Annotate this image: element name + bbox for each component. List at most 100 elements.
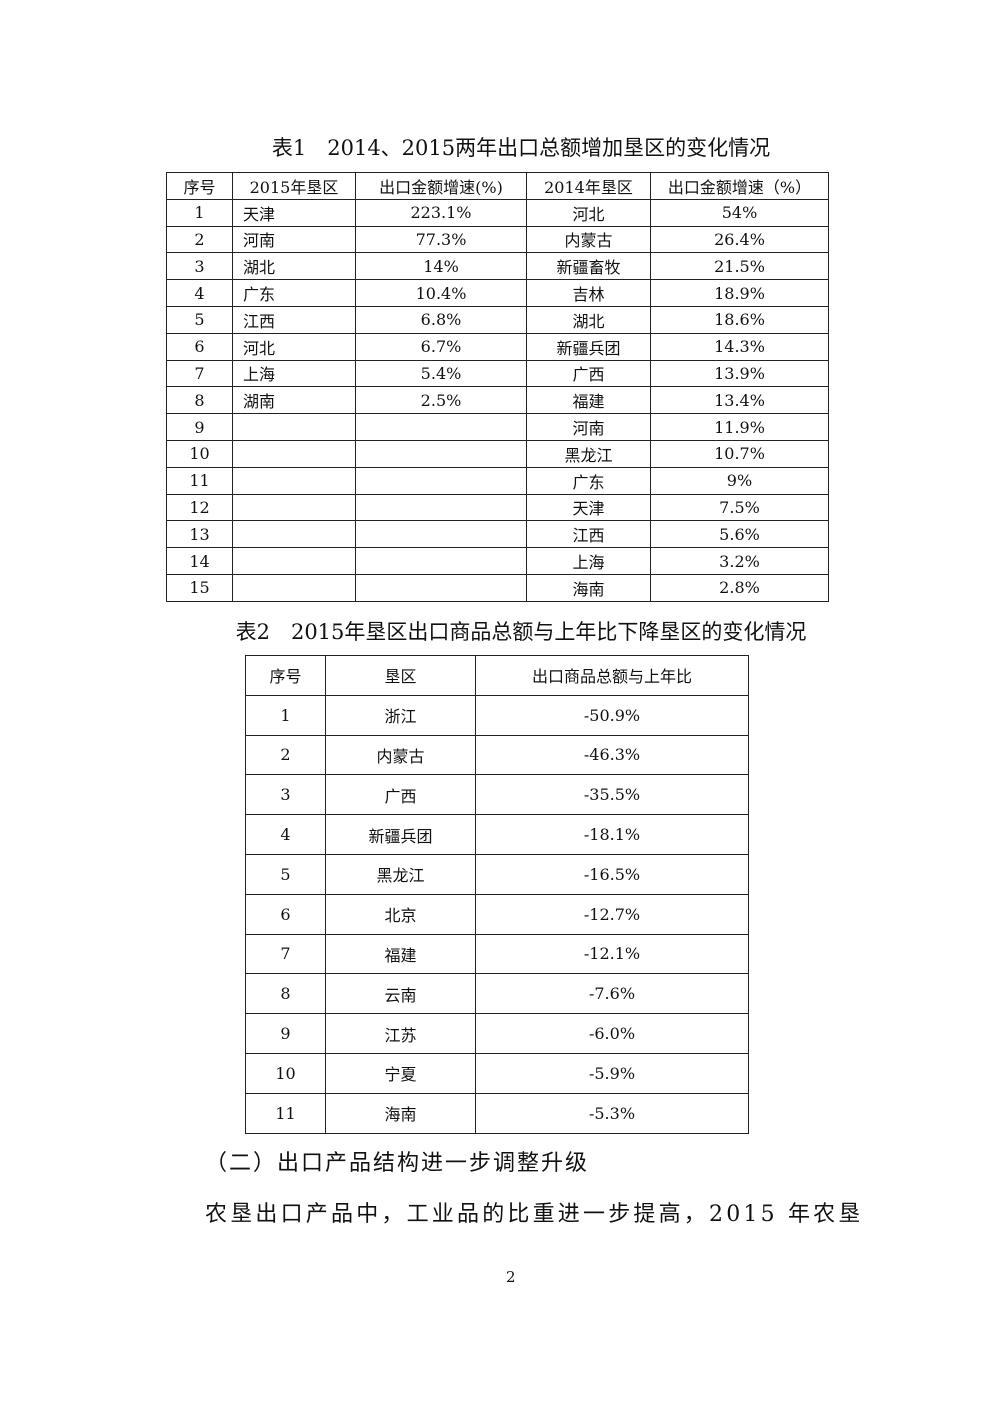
table1-title: 表1 2014、2015两年出口总额增加垦区的变化情况 — [271, 136, 771, 160]
table-cell: 5 — [166, 305, 233, 334]
table-cell — [355, 547, 527, 575]
table-row: 10 黑龙江 10.7% — [166, 439, 829, 468]
table-cell: 湖北 — [526, 305, 651, 334]
table-cell: 河北 — [232, 332, 356, 361]
section-heading: （二）出口产品结构进一步调整升级 — [205, 1151, 590, 1176]
table-cell: 26.4% — [650, 225, 829, 254]
table-row: 9 江苏 -6.0% — [245, 1013, 749, 1054]
column-header: 序号 — [166, 172, 233, 200]
table-cell — [355, 413, 527, 441]
table-cell: 10 — [245, 1052, 326, 1094]
table-cell: 江苏 — [325, 1013, 476, 1054]
table-row: 8 云南 -7.6% — [245, 973, 749, 1015]
table1: 序号 2015年垦区 出口金额增速(%) 2014年垦区 出口金额增速（%） 1 天津 223… — [166, 172, 829, 602]
table-row: 1 天津 223.1% 河北 54% — [166, 198, 829, 227]
table-row: 2 内蒙古 -46.3% — [245, 734, 749, 776]
table-row: 1 浙江 -50.9% — [245, 694, 749, 736]
table-cell: 5.6% — [650, 520, 829, 549]
table-cell: 江西 — [232, 305, 356, 334]
table-cell: 福建 — [526, 386, 651, 415]
table-cell: 3 — [245, 774, 326, 816]
table-cell: 6.8% — [355, 305, 527, 334]
table-cell: 宁夏 — [325, 1052, 476, 1094]
table-cell: 江西 — [526, 520, 651, 549]
table-cell: -7.6% — [475, 973, 749, 1015]
table-cell: -35.5% — [475, 774, 749, 816]
table-cell: 11 — [166, 466, 233, 495]
table-cell: 14 — [166, 547, 233, 575]
table-cell: 广西 — [526, 359, 651, 388]
table-cell: 河北 — [526, 198, 651, 227]
table-cell: 河南 — [526, 413, 651, 441]
table-cell: 9 — [166, 413, 233, 441]
table-cell — [232, 573, 356, 602]
table-cell: 7 — [245, 933, 326, 975]
table-cell: 内蒙古 — [526, 225, 651, 254]
table-cell: 云南 — [325, 973, 476, 1015]
table-cell: 新疆兵团 — [325, 814, 476, 855]
table-cell — [355, 493, 527, 522]
table-cell: 5.4% — [355, 359, 527, 388]
table-cell: 河南 — [232, 225, 356, 254]
table-cell: 11 — [245, 1092, 326, 1134]
table-row: 4 广东 10.4% 吉林 18.9% — [166, 279, 829, 307]
table-cell: 77.3% — [355, 225, 527, 254]
table-cell: 广西 — [325, 774, 476, 816]
column-header: 出口金额增速(%) — [355, 172, 527, 200]
column-header: 出口商品总额与上年比 — [475, 655, 749, 696]
table-cell: 13 — [166, 520, 233, 549]
table-cell: 3 — [166, 252, 233, 281]
table-cell: 2 — [166, 225, 233, 254]
table-row: 3 广西 -35.5% — [245, 774, 749, 816]
table-cell: -6.0% — [475, 1013, 749, 1054]
table-cell — [232, 520, 356, 549]
table-cell: 6 — [166, 332, 233, 361]
table-cell: 天津 — [232, 198, 356, 227]
table-cell: 13.4% — [650, 386, 829, 415]
table-cell: 10.4% — [355, 279, 527, 307]
table-cell: 223.1% — [355, 198, 527, 227]
table-cell: 13.9% — [650, 359, 829, 388]
table-cell: 新疆畜牧 — [526, 252, 651, 281]
table-row: 15 海南 2.8% — [166, 573, 829, 602]
column-header: 2015年垦区 — [232, 172, 356, 200]
table-cell: 2.8% — [650, 573, 829, 602]
table-cell — [355, 520, 527, 549]
table-cell: -50.9% — [475, 694, 749, 736]
table-cell — [232, 493, 356, 522]
table-cell: 1 — [166, 198, 233, 227]
table-cell: 湖北 — [232, 252, 356, 281]
table-row: 14 上海 3.2% — [166, 547, 829, 575]
table-cell: 湖南 — [232, 386, 356, 415]
table-cell: 上海 — [232, 359, 356, 388]
table-cell: 9 — [245, 1013, 326, 1054]
header-row: 序号 垦区 出口商品总额与上年比 — [245, 655, 749, 696]
table-cell — [232, 547, 356, 575]
table-cell: 广东 — [232, 279, 356, 307]
table-cell: 2 — [245, 734, 326, 776]
table-cell: 广东 — [526, 466, 651, 495]
table-cell: 6 — [245, 893, 326, 935]
table-cell: 7.5% — [650, 493, 829, 522]
table-cell: 10 — [166, 439, 233, 468]
table-row: 5 黑龙江 -16.5% — [245, 853, 749, 895]
table-cell: 3.2% — [650, 547, 829, 575]
table-cell: -46.3% — [475, 734, 749, 776]
table-cell: 吉林 — [526, 279, 651, 307]
page-number: 2 — [506, 1268, 516, 1286]
table-cell: 14% — [355, 252, 527, 281]
table-cell — [355, 573, 527, 602]
table-row: 6 北京 -12.7% — [245, 893, 749, 935]
table-cell: 北京 — [325, 893, 476, 935]
table-row: 11 海南 -5.3% — [245, 1092, 749, 1134]
table-row: 7 上海 5.4% 广西 13.9% — [166, 359, 829, 388]
table-cell: 21.5% — [650, 252, 829, 281]
table-cell — [232, 466, 356, 495]
table-cell: 2.5% — [355, 386, 527, 415]
table-cell: 4 — [166, 279, 233, 307]
table-row: 7 福建 -12.1% — [245, 933, 749, 975]
table-row: 13 江西 5.6% — [166, 520, 829, 549]
table-cell: -18.1% — [475, 814, 749, 855]
table-cell: 54% — [650, 198, 829, 227]
table-cell — [232, 439, 356, 468]
